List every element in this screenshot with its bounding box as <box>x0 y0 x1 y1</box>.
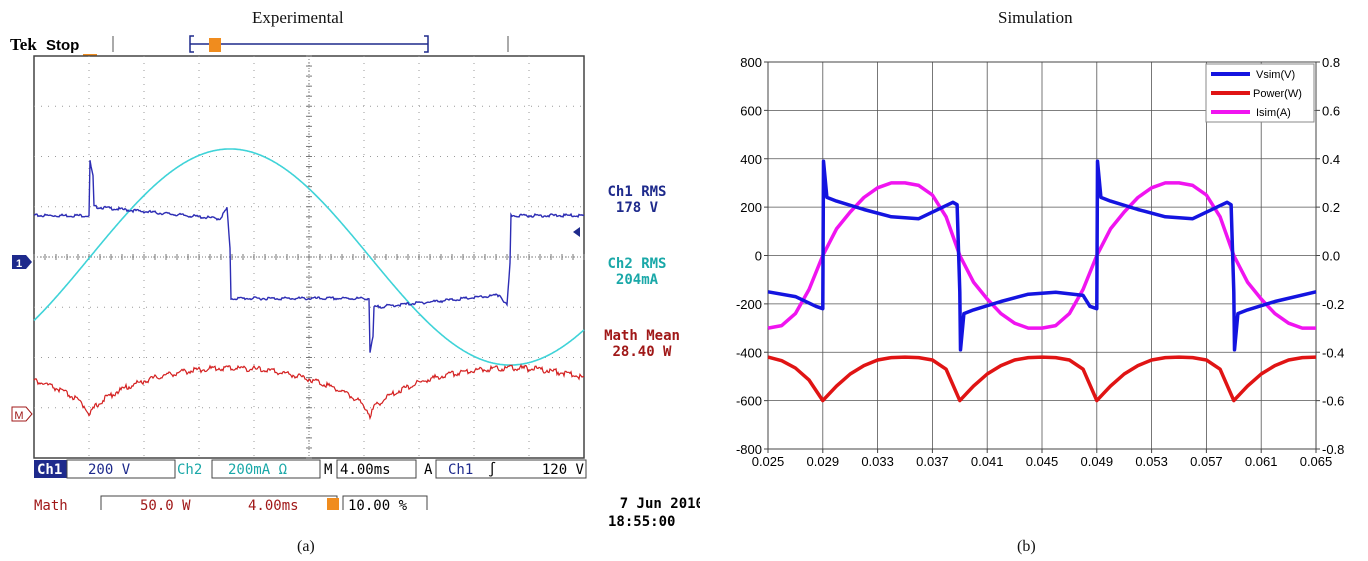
record-window-indicator <box>189 35 429 53</box>
y-right-tick-label: 0.4 <box>1322 152 1340 167</box>
ch1-voltage-trace <box>33 160 585 353</box>
x-tick-label: 0.061 <box>1245 454 1278 469</box>
y-right-tick-label: 0.2 <box>1322 200 1340 215</box>
svg-text:M: M <box>14 410 23 422</box>
x-tick-label: 0.065 <box>1300 454 1333 469</box>
capture-time: 18:55:00 <box>608 514 676 530</box>
trigger-level: 120 V <box>542 462 585 478</box>
ch1-label: Ch1 <box>37 462 62 478</box>
y-right-tick-label: -0.6 <box>1322 394 1344 409</box>
oscilloscope-capture: Tek Stop T 1 M Ch1 RMS 178 V Ch2 RMS 204… <box>10 35 700 510</box>
capture-date: 7 Jun 2010 <box>620 496 700 510</box>
caption-a: (a) <box>297 538 315 555</box>
ch2-scale: 200mA Ω <box>228 462 287 478</box>
legend-label-isim: Isim(A) <box>1256 107 1291 119</box>
y-left-tick-label: -200 <box>736 297 762 312</box>
trigger-mode-label: A <box>424 462 433 478</box>
ch1-label-box <box>34 460 67 478</box>
series-isim-a <box>767 181 1316 330</box>
experimental-title: Experimental <box>252 8 344 27</box>
x-tick-label: 0.053 <box>1135 454 1168 469</box>
y-right-tick-label: -0.8 <box>1322 442 1344 457</box>
legend-label-vsim: Vsim(V) <box>1256 69 1295 81</box>
y-left-tick-label: -600 <box>736 394 762 409</box>
x-tick-label: 0.025 <box>752 454 785 469</box>
y-left-tick-label: 200 <box>740 200 762 215</box>
y-right-tick-label: 0.0 <box>1322 249 1340 264</box>
x-tick-label: 0.049 <box>1081 454 1114 469</box>
y-left-tick-label: 600 <box>740 103 762 118</box>
ch1-rms-label: Ch1 RMS <box>607 184 666 200</box>
tek-brand: Tek <box>10 35 37 54</box>
x-tick-label: 0.045 <box>1026 454 1059 469</box>
ch1-ground-marker: 1 <box>12 255 32 270</box>
y-right-tick-label: 0.6 <box>1322 103 1340 118</box>
simulation-chart: 0.025 0.029 0.033 0.037 0.041 0.045 0.049 0.053… <box>736 55 1344 469</box>
y-left-tick-label: -800 <box>736 442 762 457</box>
x-tick-label: 0.029 <box>807 454 840 469</box>
math-power-trace <box>33 363 585 421</box>
trigger-level-arrow <box>573 227 580 237</box>
x-tick-label: 0.057 <box>1190 454 1223 469</box>
trigger-position: 10.00 % <box>348 498 408 510</box>
y-right-tick-label: 0.8 <box>1322 55 1340 70</box>
math-label: Math <box>34 498 68 510</box>
legend-label-power: Power(W) <box>1253 88 1302 100</box>
series-power-w <box>767 355 1317 403</box>
ch1-scale: 200 V <box>88 462 131 478</box>
y-left-tick-label: 800 <box>740 55 762 70</box>
svg-text:1: 1 <box>16 258 22 270</box>
ch2-label: Ch2 <box>177 462 202 478</box>
x-tick-label: 0.041 <box>971 454 1004 469</box>
trigger-source: Ch1 <box>448 462 473 478</box>
y-left-tick-label: -400 <box>736 345 762 360</box>
math-scale: 50.0 W <box>140 498 191 510</box>
math-mean-label: Math Mean <box>604 328 680 344</box>
graticule-grid <box>33 55 585 459</box>
y-left-tick-label: 0 <box>755 249 762 264</box>
timebase-value: 4.00ms <box>340 462 391 478</box>
y-right-tick-label: -0.2 <box>1322 297 1344 312</box>
timebase-label: M <box>324 462 332 478</box>
math-ground-marker: M <box>11 406 33 422</box>
ch2-rms-value: 204mA <box>616 272 659 288</box>
series-vsim-v <box>767 159 1317 352</box>
x-tick-label: 0.033 <box>861 454 894 469</box>
trigger-pos-icon <box>327 498 339 510</box>
ch2-current-trace <box>33 148 585 366</box>
math-time: 4.00ms <box>248 498 299 510</box>
ch1-rms-value: 178 V <box>616 200 659 216</box>
ch2-rms-label: Ch2 RMS <box>607 256 666 272</box>
y-right-tick-label: -0.4 <box>1322 345 1344 360</box>
legend: Vsim(V) Power(W) Isim(A) <box>1205 63 1315 123</box>
scope-state: Stop <box>46 37 79 54</box>
math-mean-value: 28.40 W <box>612 344 672 360</box>
y-left-tick-label: 400 <box>740 152 762 167</box>
trigger-slope: ∫ <box>488 461 496 478</box>
caption-b: (b) <box>1017 538 1036 555</box>
x-tick-label: 0.037 <box>916 454 949 469</box>
simulation-title: Simulation <box>998 8 1073 27</box>
